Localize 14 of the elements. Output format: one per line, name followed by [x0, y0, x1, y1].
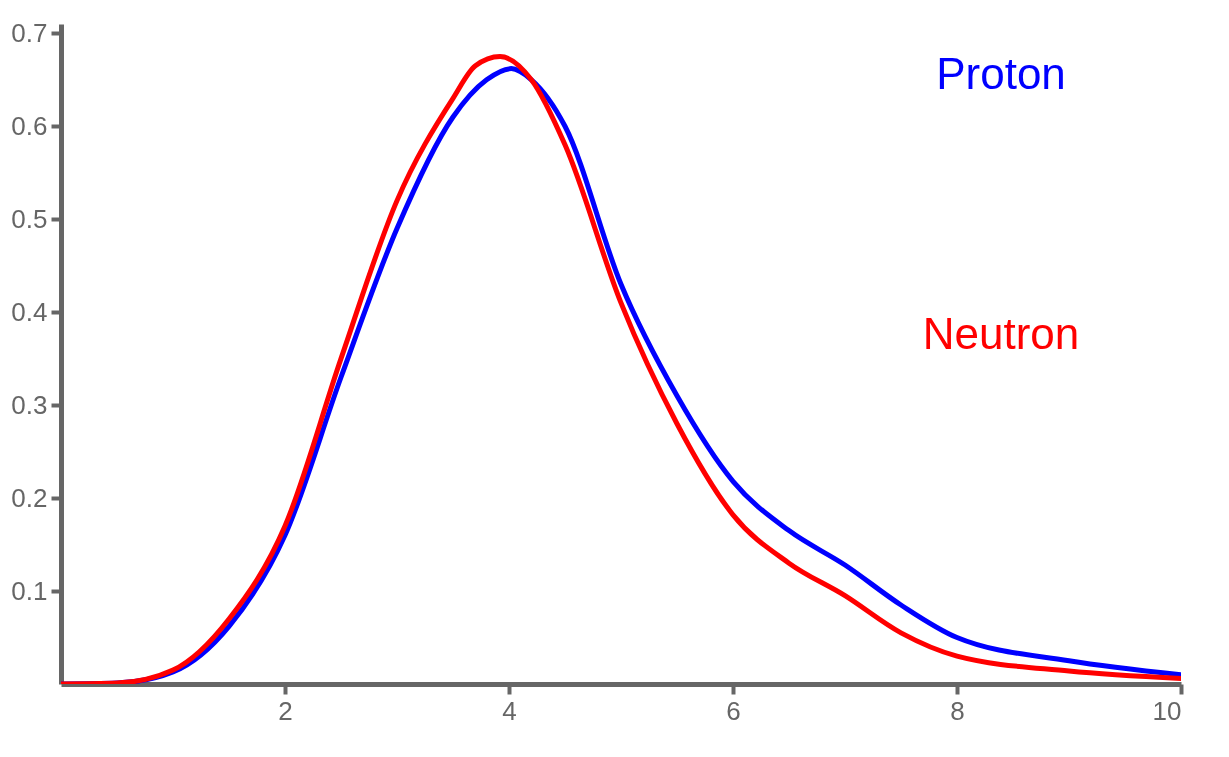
y-tick-label: 0.7 [11, 17, 48, 48]
y-tick-label: 0.5 [11, 203, 48, 234]
y-tick-label: 0.2 [11, 482, 48, 513]
y-tick-label: 0.6 [11, 110, 48, 141]
x-tick-label: 4 [502, 695, 517, 726]
text: Neutron [922, 309, 1080, 358]
y-tick-label: 0.1 [11, 575, 48, 606]
x-tick-label: 2 [278, 695, 293, 726]
x-tick-label: 6 [726, 695, 741, 726]
y-tick-label: 0.3 [11, 389, 48, 420]
y-tick-label: 0.4 [11, 296, 48, 327]
text: Proton [936, 49, 1066, 98]
x-tick-label: 8 [950, 695, 965, 726]
x-tick-label: 10 [1152, 695, 1182, 726]
